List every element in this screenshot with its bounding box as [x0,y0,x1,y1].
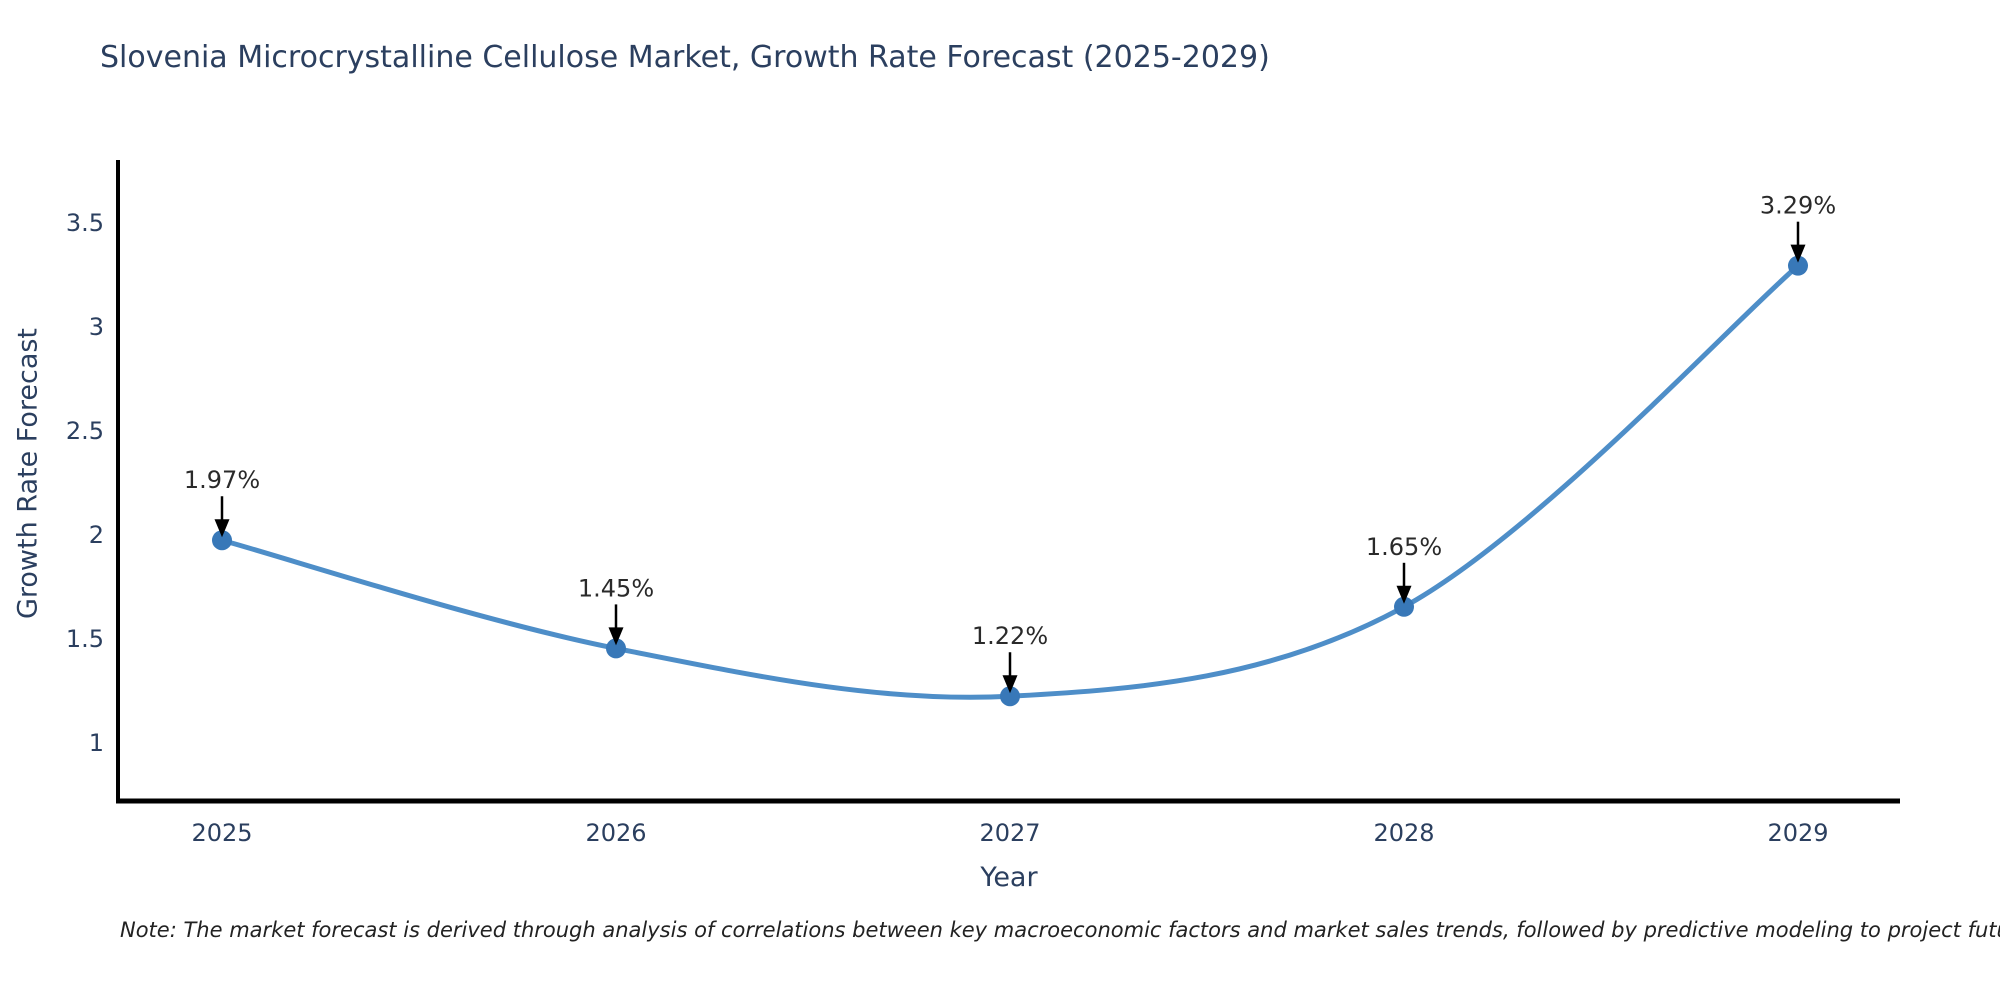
annotation-arrow-head [608,627,624,646]
point-value-label: 1.97% [184,466,260,494]
x-tick-label: 2026 [585,819,646,847]
x-tick-label: 2025 [191,819,252,847]
annotation-arrow-head [1396,585,1412,604]
point-value-label: 1.45% [578,574,654,602]
footnote: Note: The market forecast is derived thr… [120,918,2000,942]
y-tick-label: 3 [89,313,104,341]
data-point [212,530,232,551]
point-value-label: 3.29% [1760,192,1836,220]
annotation-arrow-head [1002,675,1018,694]
chart-title: Slovenia Microcrystalline Cellulose Mark… [100,40,1270,75]
y-tick-label: 1 [89,729,104,757]
y-tick-label: 2.5 [66,417,104,445]
point-value-label: 1.65% [1366,533,1442,561]
x-tick-label: 2028 [1373,819,1434,847]
data-point [606,638,626,659]
y-tick-label: 3.5 [66,209,104,237]
annotation-arrow-head [214,519,230,538]
x-axis-title: Year [980,862,1038,893]
x-tick-label: 2029 [1767,819,1828,847]
y-tick-label: 1.5 [66,625,104,653]
data-point [1000,686,1020,707]
annotation-arrow-head [1790,244,1806,263]
data-point [1788,255,1808,276]
data-point [1394,596,1414,617]
point-value-label: 1.22% [972,622,1048,650]
x-tick-label: 2027 [979,819,1040,847]
y-tick-label: 2 [89,521,104,549]
